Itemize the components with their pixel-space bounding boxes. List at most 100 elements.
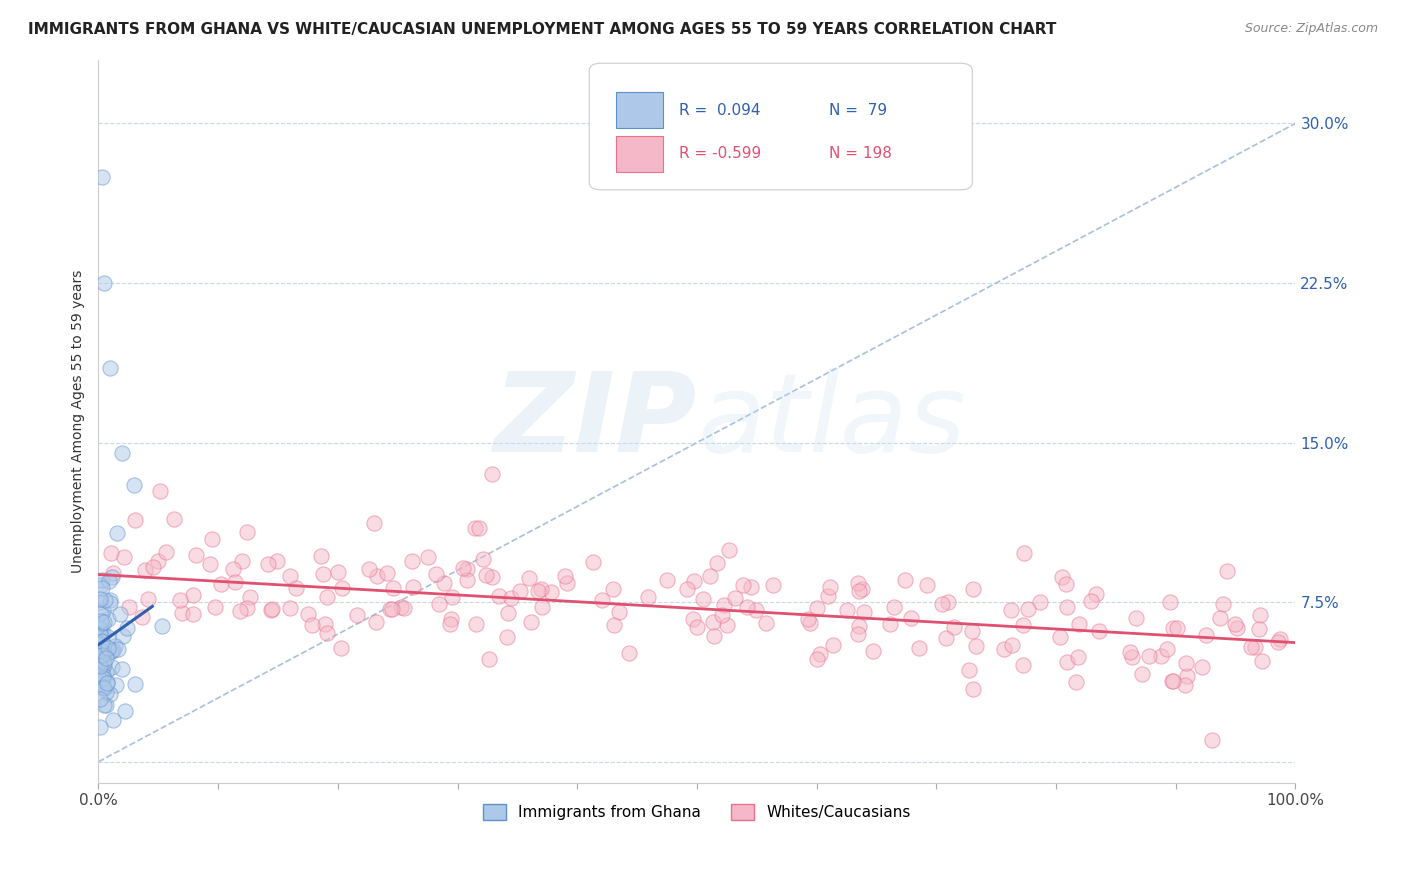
Point	[427, 597, 450, 611]
Point	[96, 675, 118, 690]
Point	[97, 641, 120, 656]
Point	[236, 601, 259, 615]
Point	[236, 525, 259, 540]
Point	[894, 573, 917, 587]
Point	[1223, 616, 1246, 631]
Point	[806, 601, 828, 615]
Point	[706, 557, 728, 571]
FancyBboxPatch shape	[589, 63, 973, 190]
Point	[93, 276, 115, 290]
Point	[259, 603, 281, 617]
Point	[554, 569, 576, 583]
Point	[89, 640, 111, 655]
Point	[1012, 618, 1035, 632]
Point	[89, 626, 111, 640]
Point	[100, 593, 122, 607]
Point	[1049, 630, 1071, 644]
Point	[142, 560, 165, 574]
Point	[134, 563, 156, 577]
Point	[90, 662, 112, 676]
Point	[257, 557, 280, 571]
Text: Source: ZipAtlas.com: Source: ZipAtlas.com	[1244, 22, 1378, 36]
Point	[1209, 611, 1232, 625]
Point	[330, 640, 353, 655]
Point	[91, 633, 114, 648]
Point	[96, 675, 118, 690]
Point	[94, 665, 117, 680]
Point	[475, 567, 498, 582]
Point	[1243, 640, 1265, 655]
Point	[942, 620, 965, 634]
Point	[1121, 649, 1143, 664]
Point	[89, 622, 111, 636]
Point	[90, 653, 112, 667]
Point	[364, 615, 387, 629]
Point	[1161, 673, 1184, 688]
Point	[817, 589, 839, 603]
Point	[731, 578, 754, 592]
Point	[100, 570, 122, 584]
Point	[378, 602, 401, 616]
Point	[89, 637, 111, 651]
Point	[478, 652, 501, 666]
Point	[124, 478, 146, 492]
Point	[394, 600, 416, 615]
Point	[1054, 576, 1077, 591]
Point	[91, 604, 114, 618]
Point	[93, 698, 115, 712]
Point	[93, 641, 115, 656]
Point	[882, 600, 904, 615]
Point	[89, 643, 111, 657]
Point	[1267, 635, 1289, 649]
Point	[703, 629, 725, 643]
Point	[89, 595, 111, 609]
Point	[162, 512, 184, 526]
Point	[231, 554, 253, 568]
Point	[433, 575, 456, 590]
Point	[496, 606, 519, 620]
Point	[90, 577, 112, 591]
Point	[1067, 616, 1090, 631]
Point	[735, 600, 758, 615]
Point	[149, 484, 172, 499]
Point	[100, 361, 122, 376]
Point	[935, 631, 957, 645]
Point	[111, 662, 134, 676]
Legend: Immigrants from Ghana, Whites/Caucasians: Immigrants from Ghana, Whites/Caucasians	[477, 797, 917, 826]
Point	[239, 591, 262, 605]
Point	[222, 562, 245, 576]
Point	[204, 600, 226, 615]
Point	[960, 624, 983, 638]
Point	[806, 652, 828, 666]
Point	[314, 616, 336, 631]
Point	[312, 567, 335, 582]
Point	[499, 591, 522, 606]
Point	[1175, 656, 1198, 670]
Point	[366, 569, 388, 583]
Point	[1250, 654, 1272, 668]
Point	[93, 655, 115, 669]
Point	[936, 595, 959, 609]
Y-axis label: Unemployment Among Ages 55 to 59 years: Unemployment Among Ages 55 to 59 years	[72, 269, 86, 573]
Point	[1050, 570, 1073, 584]
Point	[170, 607, 193, 621]
Point	[89, 627, 111, 641]
Point	[94, 684, 117, 698]
Point	[1000, 603, 1022, 617]
Point	[98, 687, 121, 701]
Point	[184, 549, 207, 563]
Point	[676, 582, 699, 596]
Point	[104, 678, 127, 692]
Point	[91, 680, 114, 694]
Point	[439, 617, 461, 632]
Text: R =  0.094: R = 0.094	[679, 103, 761, 118]
Point	[94, 698, 117, 712]
Point	[363, 516, 385, 531]
Point	[90, 614, 112, 628]
Point	[201, 533, 224, 547]
Point	[326, 565, 349, 579]
Point	[900, 610, 922, 624]
Text: atlas: atlas	[697, 368, 966, 475]
Point	[111, 629, 134, 643]
Point	[1249, 622, 1271, 636]
